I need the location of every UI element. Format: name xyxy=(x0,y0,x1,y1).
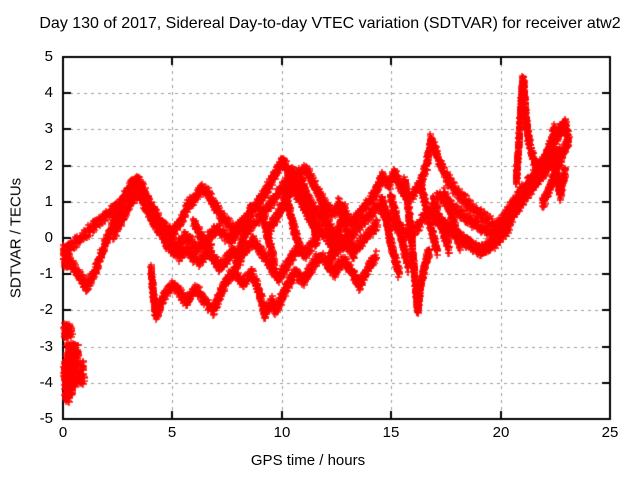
y-tick-label: 4 xyxy=(44,84,53,101)
y-tick-label: -2 xyxy=(39,301,53,318)
x-tick-label: 20 xyxy=(492,424,510,441)
chart-title: Day 130 of 2017, Sidereal Day-to-day VTE… xyxy=(39,15,621,32)
x-tick-label: 0 xyxy=(58,424,68,441)
x-tick-label: 15 xyxy=(382,424,400,441)
y-tick-label: -1 xyxy=(39,265,53,282)
x-axis-label: GPS time / hours xyxy=(250,452,366,469)
y-tick-label: 2 xyxy=(44,157,53,174)
y-tick-label: -5 xyxy=(39,410,53,427)
y-tick-label: 1 xyxy=(44,193,53,210)
x-tick-label: 5 xyxy=(167,424,177,441)
x-tick-label: 10 xyxy=(273,424,291,441)
y-tick-label: -4 xyxy=(39,374,53,391)
y-tick-label: 0 xyxy=(44,229,53,246)
y-tick-label: -3 xyxy=(39,338,53,355)
y-tick-label: 3 xyxy=(44,120,53,137)
y-tick-label: 5 xyxy=(44,48,53,65)
x-tick-label: 25 xyxy=(601,424,619,441)
